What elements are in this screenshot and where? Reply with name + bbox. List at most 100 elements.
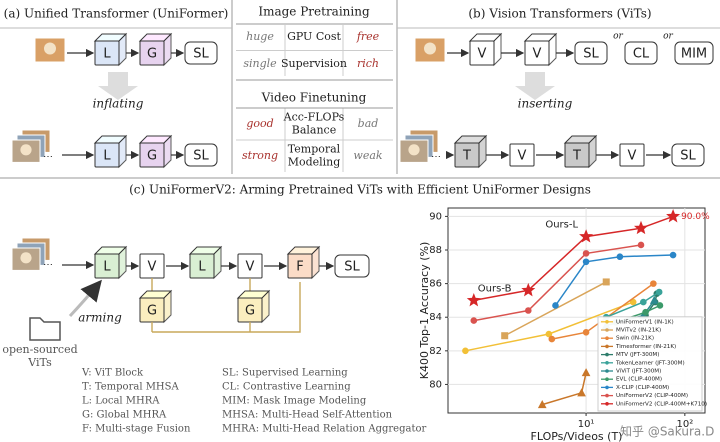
curved-arrow bbox=[68, 279, 102, 318]
marker bbox=[466, 293, 481, 307]
legend-swatch bbox=[605, 344, 609, 349]
marker bbox=[577, 388, 586, 397]
marker bbox=[470, 317, 478, 324]
marker bbox=[655, 288, 663, 296]
block bbox=[671, 143, 705, 167]
legend-text: V: ViT Block bbox=[81, 368, 144, 379]
block bbox=[334, 254, 370, 278]
legend-text: CL: Contrastive Learning bbox=[222, 382, 351, 393]
or-label: or bbox=[663, 32, 673, 42]
block-label: SL bbox=[344, 260, 360, 275]
down-arrow bbox=[515, 72, 555, 100]
legend-text: G: Global MHRA bbox=[82, 410, 167, 421]
watermark: 知乎 @Sakura.D bbox=[620, 425, 714, 439]
table-cell: huge bbox=[246, 30, 274, 43]
y-tick-label: 82 bbox=[429, 346, 442, 357]
block bbox=[139, 142, 165, 168]
block bbox=[624, 41, 658, 65]
block bbox=[287, 253, 313, 279]
x-axis-label: FLOPs/Videos (T) bbox=[531, 430, 623, 442]
marker bbox=[634, 220, 648, 235]
marker bbox=[649, 295, 659, 304]
legend-label: UniFormerV2 (CLIP-400M+K710) bbox=[616, 401, 707, 407]
marker bbox=[666, 209, 681, 223]
series-line bbox=[473, 244, 642, 322]
legend-text: F: Multi-stage Fusion bbox=[82, 424, 191, 435]
thumbnail-detail bbox=[408, 144, 420, 156]
legend-label: MViTv2 (IN-21K) bbox=[616, 328, 661, 334]
marker bbox=[616, 253, 624, 261]
marker bbox=[548, 335, 556, 343]
legend-text: MHSA: Multi-Head Self-Attention bbox=[222, 410, 393, 421]
block bbox=[509, 143, 535, 167]
legend-label: MTV (JFT-300M) bbox=[616, 352, 659, 358]
source-label: open-sourced bbox=[2, 343, 77, 356]
legend-text: L: Local MHRA bbox=[82, 396, 160, 407]
block bbox=[674, 41, 714, 65]
legend-label: TokenLearner (JFT-300M) bbox=[615, 360, 685, 366]
table-cell: GPU Cost bbox=[287, 30, 341, 43]
block-label: L bbox=[103, 47, 111, 62]
legend-text: SL: Supervised Learning bbox=[222, 368, 348, 379]
legend-swatch bbox=[605, 393, 609, 398]
ellipsis: ⋯ bbox=[43, 151, 53, 162]
marker bbox=[669, 251, 677, 259]
block bbox=[524, 40, 550, 66]
marker bbox=[581, 368, 591, 377]
legend-swatch bbox=[605, 385, 609, 390]
block bbox=[564, 142, 590, 168]
block-label: V bbox=[478, 47, 487, 62]
or-label: or bbox=[613, 32, 623, 42]
y-tick-label: 84 bbox=[429, 312, 442, 323]
marker bbox=[640, 298, 647, 306]
x-tick-label: 10¹ bbox=[578, 419, 595, 430]
marker bbox=[537, 400, 547, 409]
down-arrow bbox=[98, 72, 138, 100]
legend-swatch bbox=[605, 320, 609, 324]
legend-label: EVL (CLIP-400M) bbox=[616, 377, 662, 383]
annotation: Ours-L bbox=[545, 220, 578, 231]
block-label: G bbox=[245, 304, 255, 319]
ellipsis: ⋯ bbox=[431, 151, 441, 162]
block bbox=[189, 253, 215, 279]
block bbox=[184, 41, 218, 65]
legend-text: T: Temporal MHSA bbox=[82, 382, 180, 393]
legend-label: X-CLIP (CLIP-400M) bbox=[616, 385, 669, 391]
block bbox=[574, 41, 608, 65]
thumbnail-detail bbox=[424, 42, 436, 55]
block bbox=[94, 253, 120, 279]
block-label: V bbox=[628, 149, 637, 164]
series-line bbox=[504, 281, 607, 337]
legend-swatch bbox=[605, 328, 609, 332]
marker bbox=[629, 298, 637, 306]
marker bbox=[501, 332, 509, 340]
table-cell: rich bbox=[357, 57, 379, 70]
marker bbox=[462, 347, 469, 355]
block-label: SL bbox=[193, 47, 209, 62]
block bbox=[139, 40, 165, 66]
block-label: L bbox=[103, 149, 111, 164]
block-label: V bbox=[533, 47, 542, 62]
marker bbox=[582, 329, 590, 336]
panel-title: (a) Unified Transformer (UniFormer) bbox=[4, 7, 229, 21]
thumbnail-detail bbox=[20, 252, 32, 264]
block bbox=[94, 40, 120, 66]
block bbox=[619, 143, 645, 167]
block-label: G bbox=[147, 47, 157, 62]
table-cell: weak bbox=[353, 149, 382, 162]
table-cell: good bbox=[246, 117, 273, 130]
legend-swatch bbox=[605, 336, 609, 341]
block bbox=[454, 142, 480, 168]
block bbox=[94, 142, 120, 168]
x-tick-label: 10² bbox=[676, 419, 693, 430]
table-header: Image Pretraining bbox=[258, 5, 370, 19]
ellipsis: ⋯ bbox=[43, 259, 53, 270]
table-cell: Acc-FLOPs bbox=[283, 111, 345, 124]
block-label: T bbox=[462, 149, 471, 164]
table-cell: strong bbox=[242, 149, 278, 162]
panel-title: (c) UniFormerV2: Arming Pretrained ViTs … bbox=[129, 183, 591, 197]
block-label: G bbox=[147, 149, 157, 164]
block-label: G bbox=[147, 304, 157, 319]
annotation: Ours-B bbox=[478, 283, 512, 294]
marker bbox=[637, 241, 645, 249]
